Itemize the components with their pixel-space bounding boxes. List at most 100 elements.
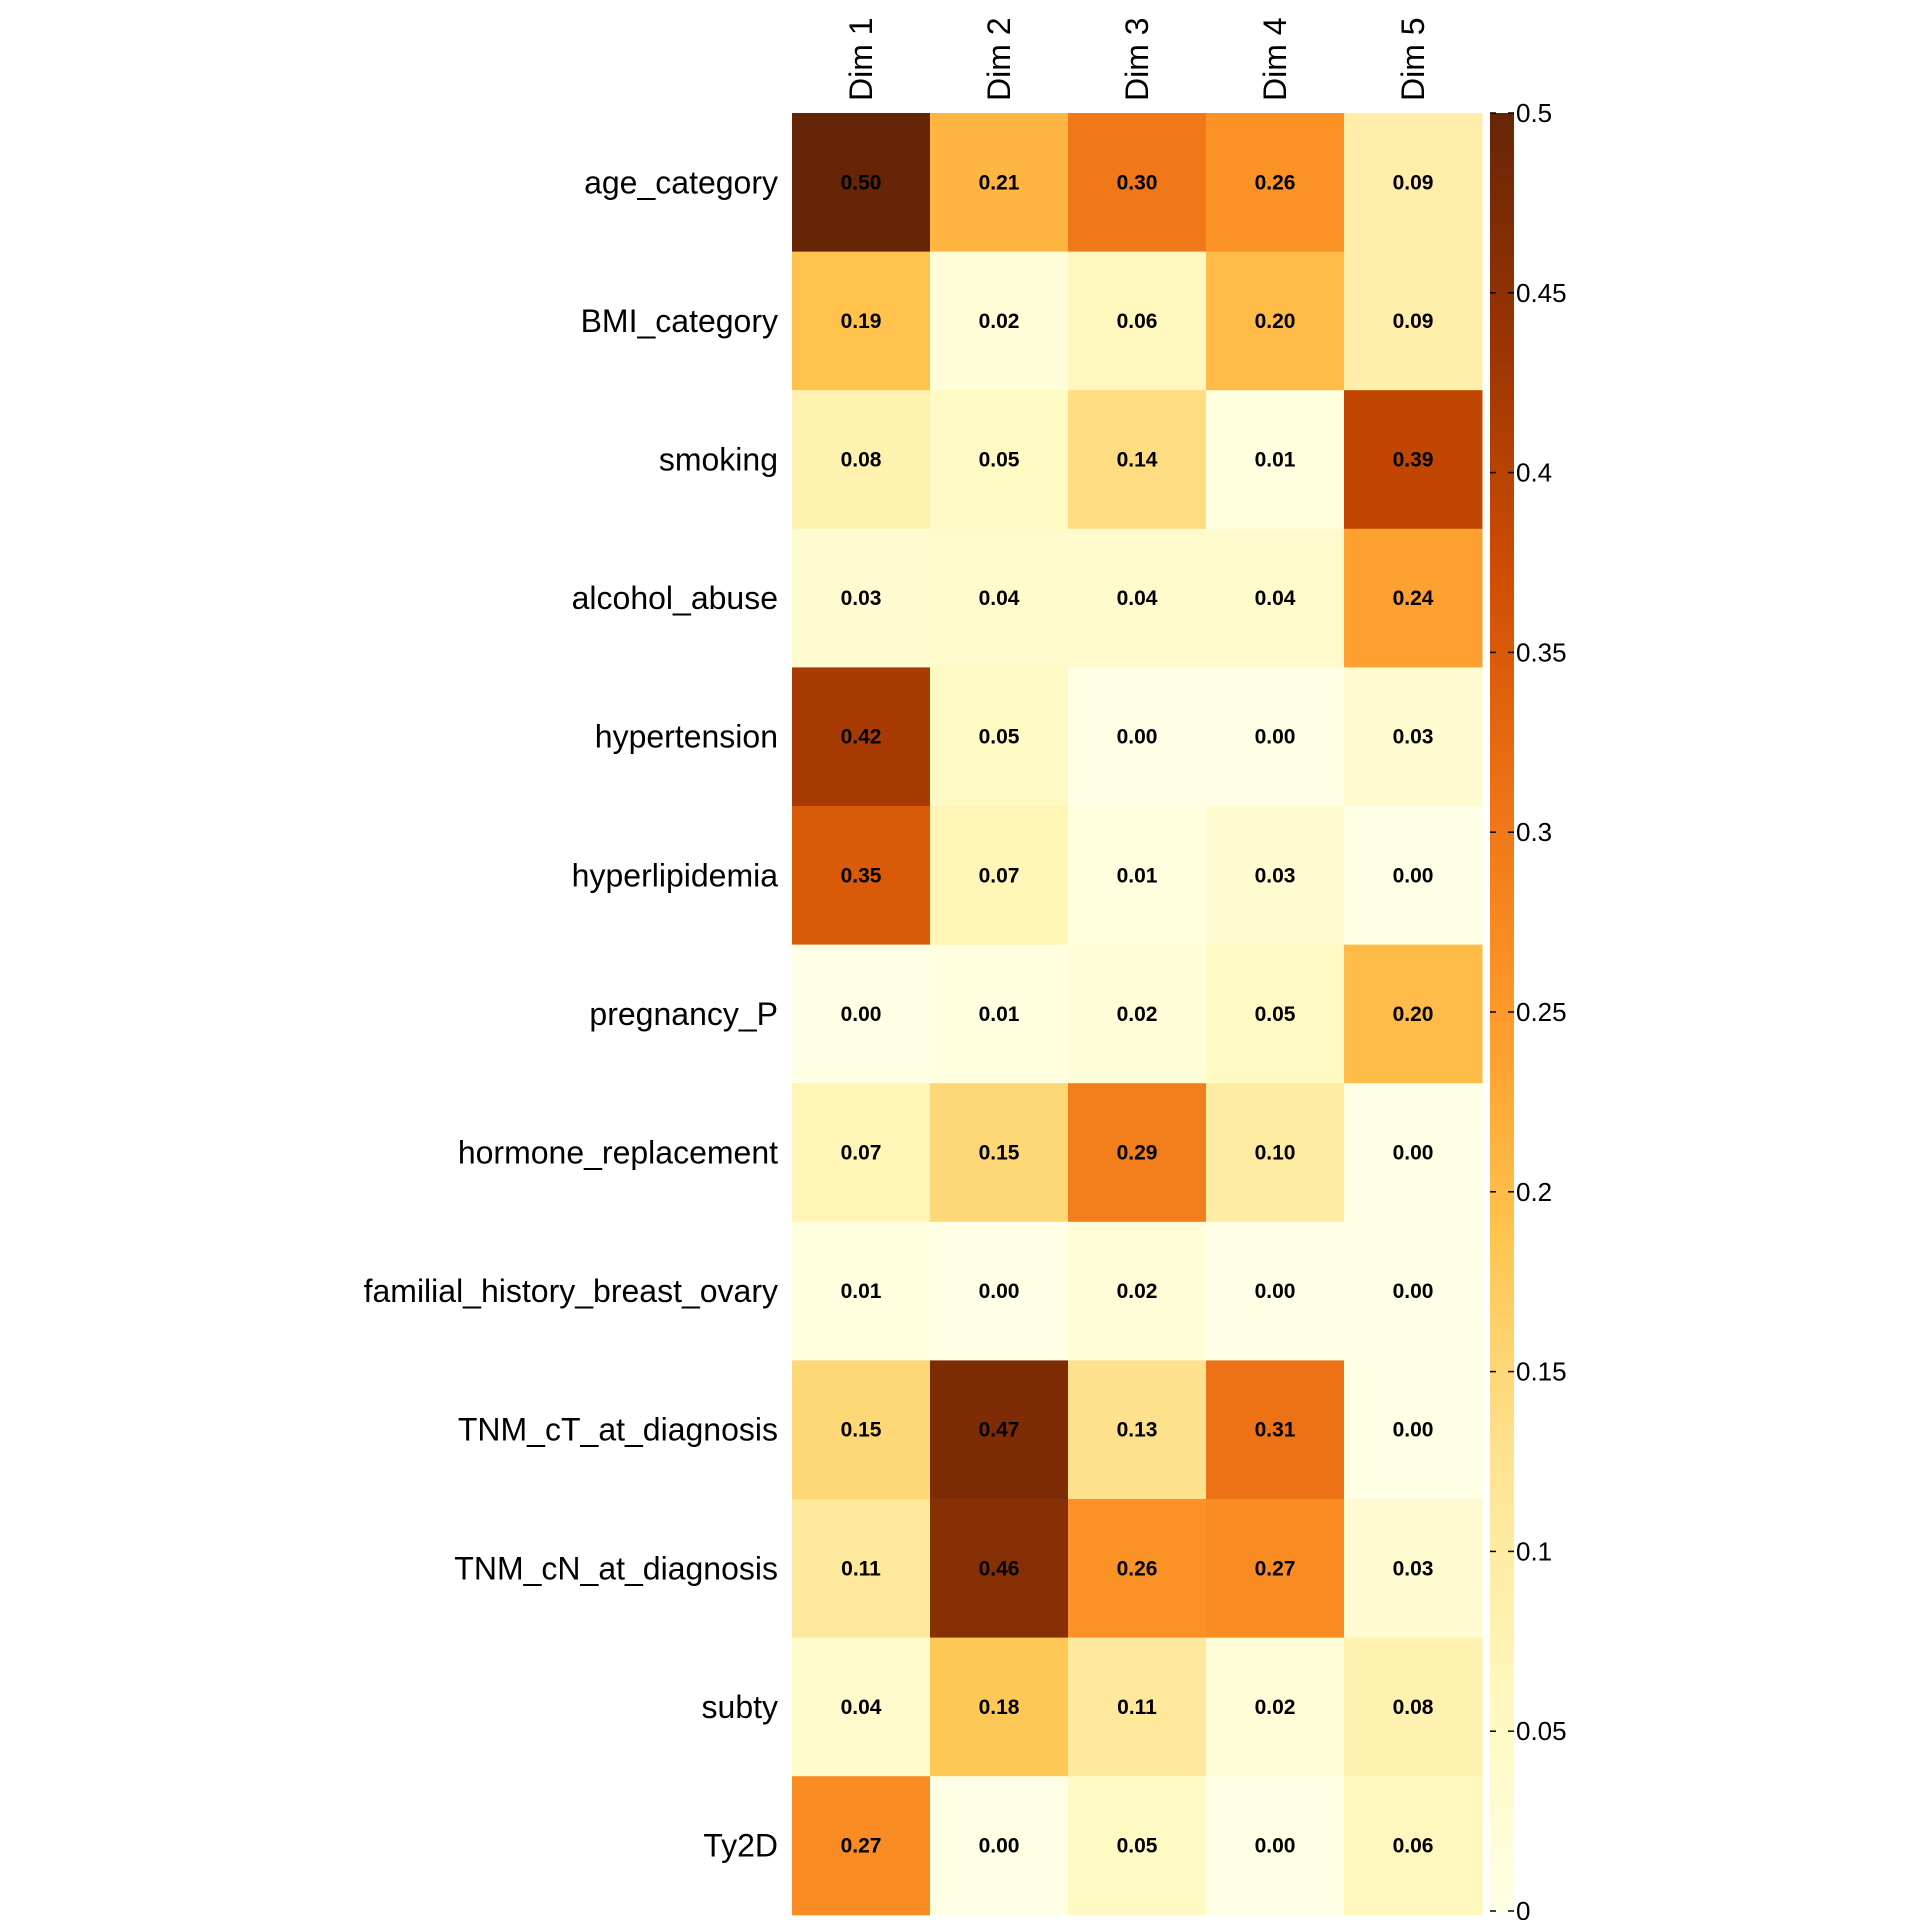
heatmap-cell bbox=[1068, 390, 1207, 530]
colorbar-tick-label: 0.15 bbox=[1516, 1357, 1567, 1387]
heatmap-cells bbox=[792, 113, 1483, 1916]
heatmap-cell bbox=[930, 667, 1069, 807]
colorbar-tick-label: 0.2 bbox=[1516, 1177, 1552, 1207]
cell-value-label: 0.08 bbox=[1393, 1696, 1434, 1719]
heatmap-cell bbox=[1068, 251, 1207, 391]
heatmap-cell bbox=[1344, 390, 1483, 530]
heatmap-cell bbox=[930, 1360, 1069, 1500]
cell-value-label: 0.03 bbox=[1255, 864, 1296, 887]
heatmap-cell bbox=[1344, 1360, 1483, 1500]
heatmap-cell bbox=[792, 390, 931, 530]
heatmap-cell bbox=[1344, 1221, 1483, 1361]
cell-value-label: 0.03 bbox=[1393, 1557, 1434, 1580]
column-label: Dim 4 bbox=[1257, 17, 1293, 101]
cell-value-label: 0.09 bbox=[1393, 310, 1434, 333]
heatmap-cell bbox=[792, 667, 931, 807]
heatmap-cell bbox=[1344, 1637, 1483, 1777]
heatmap-cell bbox=[792, 806, 931, 946]
cell-value-label: 0.05 bbox=[979, 449, 1020, 472]
cell-value-label: 0.01 bbox=[979, 1003, 1020, 1026]
colorbar-tick-label: 0 bbox=[1516, 1896, 1530, 1920]
cell-value-label: 0.05 bbox=[1255, 1003, 1296, 1026]
cell-value-label: 0.21 bbox=[979, 171, 1020, 194]
cell-value-label: 0.27 bbox=[1255, 1557, 1296, 1580]
heatmap-cell bbox=[1068, 1776, 1207, 1916]
cell-value-label: 0.04 bbox=[841, 1696, 882, 1719]
cell-value-label: 0.29 bbox=[1117, 1142, 1158, 1165]
cell-value-label: 0.24 bbox=[1393, 587, 1434, 610]
heatmap-cell bbox=[1206, 1360, 1345, 1500]
heatmap-cell bbox=[1206, 944, 1345, 1084]
heatmap-cell bbox=[1206, 1499, 1345, 1639]
row-label: smoking bbox=[659, 442, 778, 478]
colorbar-tick-label: 0.45 bbox=[1516, 278, 1567, 308]
cell-value-label: 0.05 bbox=[979, 726, 1020, 749]
cell-value-label: 0.14 bbox=[1117, 449, 1158, 472]
cell-value-label: 0.15 bbox=[979, 1142, 1020, 1165]
cell-value-label: 0.26 bbox=[1117, 1557, 1158, 1580]
column-label: Dim 5 bbox=[1395, 17, 1431, 101]
heatmap-cell bbox=[930, 251, 1069, 391]
cell-value-label: 0.00 bbox=[1255, 1835, 1296, 1858]
cell-value-label: 0.04 bbox=[1255, 587, 1296, 610]
heatmap-cell bbox=[1068, 806, 1207, 946]
heatmap-cell bbox=[1068, 1083, 1207, 1223]
colorbar-tick-label: 0.25 bbox=[1516, 997, 1567, 1027]
cell-value-label: 0.42 bbox=[841, 726, 882, 749]
cell-value-label: 0.06 bbox=[1117, 310, 1158, 333]
cell-value-label: 0.04 bbox=[1117, 587, 1158, 610]
row-label: hypertension bbox=[595, 719, 778, 755]
cell-value-label: 0.39 bbox=[1393, 449, 1434, 472]
colorbar-tick-label: 0.4 bbox=[1516, 458, 1552, 488]
cell-value-label: 0.04 bbox=[979, 587, 1020, 610]
colorbar-tick-label: 0.05 bbox=[1516, 1716, 1567, 1746]
cell-value-label: 0.15 bbox=[841, 1419, 882, 1442]
heatmap-cell bbox=[930, 1637, 1069, 1777]
heatmap-cell bbox=[1206, 667, 1345, 807]
heatmap-cell bbox=[1344, 1499, 1483, 1639]
cell-value-label: 0.02 bbox=[1117, 1003, 1158, 1026]
heatmap-cell bbox=[792, 113, 931, 253]
heatmap-cell bbox=[1068, 667, 1207, 807]
cell-value-label: 0.03 bbox=[841, 587, 882, 610]
cell-value-label: 0.09 bbox=[1393, 171, 1434, 194]
cell-value-label: 0.11 bbox=[1117, 1696, 1157, 1719]
heatmap-cell bbox=[792, 528, 931, 668]
heatmap-cell bbox=[930, 1083, 1069, 1223]
heatmap-cell bbox=[792, 1360, 931, 1500]
cell-value-label: 0.02 bbox=[979, 310, 1020, 333]
cell-value-label: 0.11 bbox=[841, 1557, 881, 1580]
cell-value-label: 0.00 bbox=[979, 1280, 1020, 1303]
column-labels: Dim 1 Dim 2 Dim 3 Dim 4 Dim 5 bbox=[843, 17, 1431, 101]
heatmap-cell bbox=[792, 944, 931, 1084]
row-label: hormone_replacement bbox=[458, 1135, 778, 1171]
heatmap-cell bbox=[792, 1776, 931, 1916]
cell-value-label: 0.00 bbox=[1393, 864, 1434, 887]
heatmap-cell bbox=[1206, 528, 1345, 668]
cell-value-label: 0.27 bbox=[841, 1835, 882, 1858]
cell-value-label: 0.05 bbox=[1117, 1835, 1158, 1858]
cell-value-label: 0.00 bbox=[1255, 726, 1296, 749]
heatmap-cell bbox=[1344, 251, 1483, 391]
cell-value-label: 0.31 bbox=[1255, 1419, 1296, 1442]
cell-value-label: 0.10 bbox=[1255, 1142, 1296, 1165]
heatmap-cell bbox=[1206, 1221, 1345, 1361]
cell-value-label: 0.00 bbox=[979, 1835, 1020, 1858]
row-label: alcohol_abuse bbox=[572, 580, 778, 616]
heatmap-cell bbox=[792, 1499, 931, 1639]
heatmap-cell bbox=[792, 1637, 931, 1777]
heatmap-cell bbox=[1068, 113, 1207, 253]
heatmap-cell bbox=[930, 390, 1069, 530]
cell-value-label: 0.07 bbox=[979, 864, 1020, 887]
colorbar-tick-label: 0.5 bbox=[1516, 98, 1552, 128]
cell-value-label: 0.30 bbox=[1117, 171, 1158, 194]
heatmap-cell bbox=[792, 1221, 931, 1361]
heatmap-cell bbox=[1344, 806, 1483, 946]
heatmap-cell bbox=[930, 944, 1069, 1084]
cell-value-label: 0.46 bbox=[979, 1557, 1020, 1580]
cell-value-label: 0.02 bbox=[1255, 1696, 1296, 1719]
heatmap-cell bbox=[1068, 1360, 1207, 1500]
cell-value-label: 0.00 bbox=[841, 1003, 882, 1026]
